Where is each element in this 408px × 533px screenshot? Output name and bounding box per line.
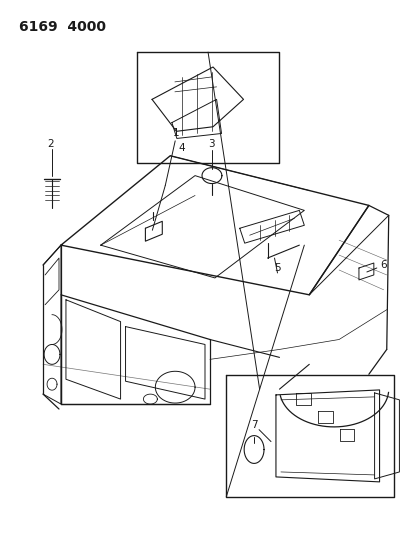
Text: 1: 1 xyxy=(173,128,180,138)
Text: 4: 4 xyxy=(179,143,185,154)
Text: 3: 3 xyxy=(208,139,215,149)
Text: 7: 7 xyxy=(251,419,257,430)
Text: 5: 5 xyxy=(274,263,281,273)
Text: 2: 2 xyxy=(48,139,54,149)
Text: 6: 6 xyxy=(380,260,387,270)
Text: 6169  4000: 6169 4000 xyxy=(19,20,106,34)
